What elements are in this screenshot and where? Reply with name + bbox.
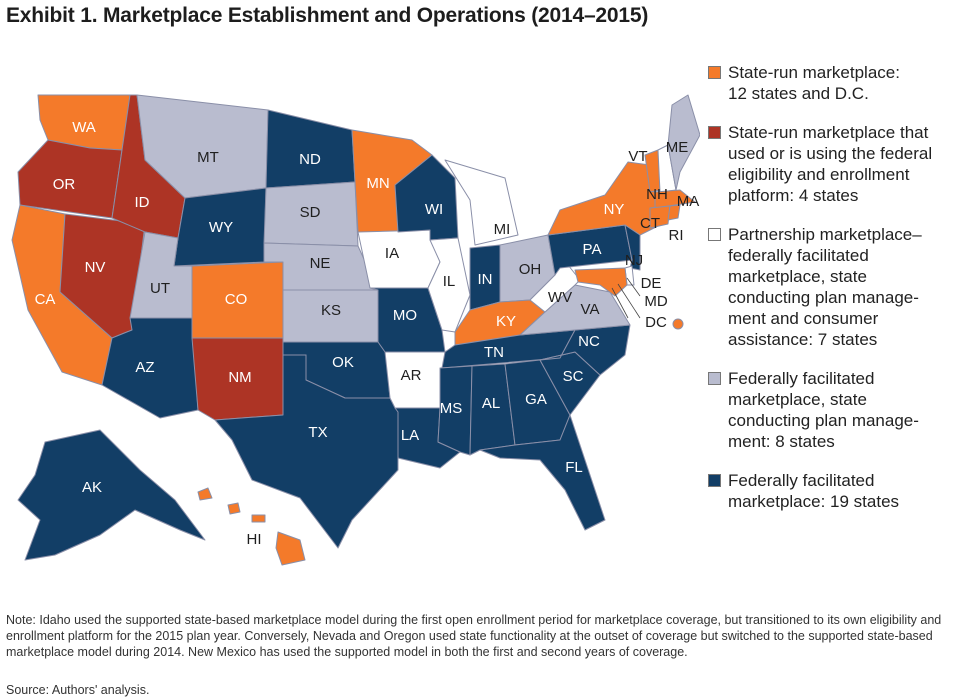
state-label-DC: DC <box>645 314 667 331</box>
legend: State-run marketplace: 12 states and D.C.… <box>708 62 958 530</box>
state-FL <box>479 414 606 531</box>
state-label-NV: NV <box>85 259 106 276</box>
legend-item-partnership: Partnership marketplace– federally facili… <box>708 224 958 350</box>
legend-text-line: conducting plan manage- <box>728 411 919 430</box>
pointer-lines <box>611 277 641 319</box>
legend-text-line: State-run marketplace that <box>728 123 929 142</box>
legend-text-line: platform: 4 states <box>728 186 859 205</box>
state-DC <box>672 318 684 330</box>
state-label-NJ: NJ <box>625 252 643 269</box>
legend-swatch <box>708 228 721 241</box>
state-label-VT: VT <box>628 148 647 165</box>
state-label-TN: TN <box>484 344 504 361</box>
state-label-VA: VA <box>581 301 600 318</box>
state-label-IN: IN <box>478 271 493 288</box>
state-label-NC: NC <box>578 333 600 350</box>
state-MI <box>444 159 519 246</box>
legend-text-line: ment and consumer <box>728 309 879 328</box>
state-label-WA: WA <box>72 119 96 136</box>
state-label-CA: CA <box>35 291 56 308</box>
state-label-OH: OH <box>519 261 542 278</box>
legend-text-line: assistance: 7 states <box>728 330 878 349</box>
state-label-ND: ND <box>299 151 321 168</box>
page-title: Exhibit 1. Marketplace Establishment and… <box>6 4 649 27</box>
state-label-AZ: AZ <box>135 359 154 376</box>
state-label-ID: ID <box>135 194 150 211</box>
state-label-WY: WY <box>209 219 233 236</box>
legend-item-ffm_state_plan: Federally facilitated marketplace, state c… <box>708 368 958 452</box>
legend-text-line: Federally facilitated <box>728 369 875 388</box>
legend-swatch <box>708 372 721 385</box>
state-label-KS: KS <box>321 302 341 319</box>
state-HI <box>197 487 306 566</box>
legend-text-line: marketplace: 19 states <box>728 492 900 511</box>
legend-text-line: Federally facilitated <box>728 471 875 490</box>
state-label-ME: ME <box>666 139 689 156</box>
state-WY <box>173 187 267 267</box>
state-label-KY: KY <box>496 313 516 330</box>
legend-swatch <box>708 474 721 487</box>
state-label-MS: MS <box>440 400 463 417</box>
state-TX <box>214 354 399 549</box>
legend-text-line: marketplace, state <box>728 390 867 409</box>
state-label-CT: CT <box>640 215 660 232</box>
legend-item-ffm: Federally facilitated marketplace: 19 sta… <box>708 470 958 512</box>
legend-text-line: ment: 8 states <box>728 432 835 451</box>
state-label-LA: LA <box>401 427 419 444</box>
state-label-SC: SC <box>563 368 584 385</box>
state-label-OK: OK <box>332 354 354 371</box>
state-label-NH: NH <box>646 186 668 203</box>
source-note: Source: Authors' analysis. <box>6 683 150 697</box>
state-label-IA: IA <box>385 245 399 262</box>
state-label-CO: CO <box>225 291 248 308</box>
state-label-AR: AR <box>401 367 422 384</box>
state-RI <box>667 204 681 221</box>
us-map: WA OR CA NV ID MT WY UT AZ CO NM ND SD NE KS OK TX MN IA MO… <box>11 94 700 566</box>
state-NJ <box>624 224 641 271</box>
legend-text-line: State-run marketplace: <box>728 63 900 82</box>
legend-item-state_run_federal: State-run marketplace that used or is usi… <box>708 122 958 206</box>
state-label-SD: SD <box>300 204 321 221</box>
legend-item-state_run: State-run marketplace: 12 states and D.C. <box>708 62 958 104</box>
legend-text-line: conducting plan manage- <box>728 288 919 307</box>
state-label-DE: DE <box>641 275 662 292</box>
state-label-NY: NY <box>604 201 625 218</box>
state-label-UT: UT <box>150 280 170 297</box>
state-label-GA: GA <box>525 391 547 408</box>
state-label-TX: TX <box>308 424 327 441</box>
state-label-RI: RI <box>669 227 684 244</box>
legend-text-line: 12 states and D.C. <box>728 84 869 103</box>
legend-swatch <box>708 126 721 139</box>
state-label-NE: NE <box>310 255 331 272</box>
state-label-FL: FL <box>565 459 583 476</box>
footnote: Note: Idaho used the supported state-bas… <box>6 613 942 659</box>
legend-text-line: Partnership marketplace– <box>728 225 922 244</box>
state-label-MA: MA <box>677 193 700 210</box>
legend-text-line: eligibility and enrollment <box>728 165 910 184</box>
legend-text-line: marketplace, state <box>728 267 867 286</box>
state-label-IL: IL <box>443 273 456 290</box>
legend-text-line: used or is using the federal <box>728 144 933 163</box>
state-label-MO: MO <box>393 307 417 324</box>
state-MD <box>574 267 628 297</box>
state-label-MI: MI <box>494 221 511 238</box>
state-label-MT: MT <box>197 149 219 166</box>
state-label-PA: PA <box>583 241 602 258</box>
legend-swatch <box>708 66 721 79</box>
state-label-AK: AK <box>82 479 102 496</box>
state-ND <box>265 109 356 189</box>
state-label-NM: NM <box>228 369 251 386</box>
state-label-WV: WV <box>548 289 572 306</box>
state-IL <box>427 237 471 333</box>
state-label-OR: OR <box>53 176 76 193</box>
state-label-MN: MN <box>366 175 389 192</box>
legend-text-line: federally facilitated <box>728 246 869 265</box>
state-label-MD: MD <box>644 293 667 310</box>
state-label-AL: AL <box>482 395 500 412</box>
state-label-WI: WI <box>425 201 443 218</box>
state-label-HI: HI <box>247 531 262 548</box>
state-AK <box>17 429 206 561</box>
state-MA <box>654 189 696 209</box>
state-CT <box>649 205 671 229</box>
